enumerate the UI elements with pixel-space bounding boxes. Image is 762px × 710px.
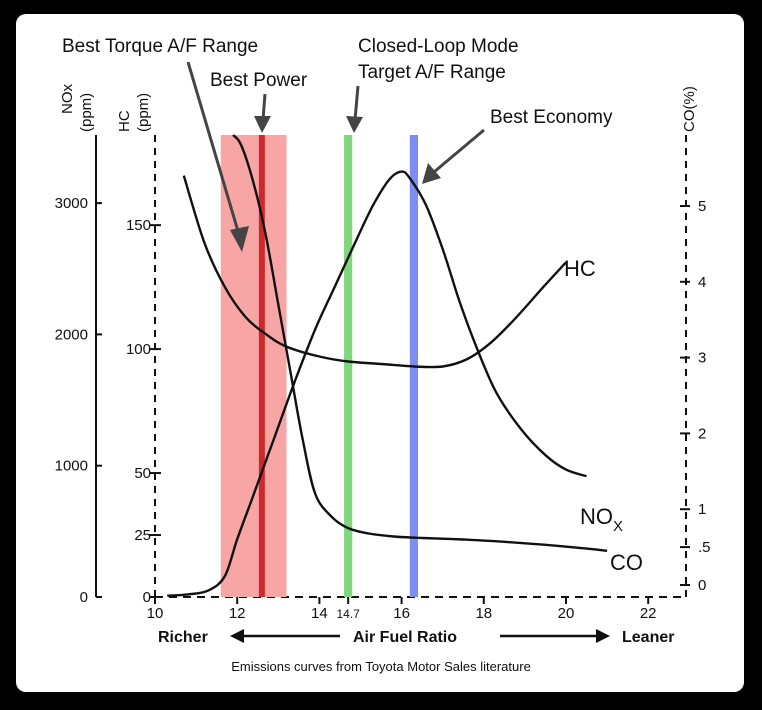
best-torque-arrow <box>186 61 242 239</box>
nox-tick-label: 1000 <box>55 458 88 475</box>
nox-axis-header-label: NOx <box>59 84 76 115</box>
curves-layer <box>167 134 608 597</box>
nox-curve-label-sub: X <box>613 518 623 535</box>
co-axis-header: CO(%) <box>681 86 698 132</box>
closed-loop-label-line2: Target A/F Range <box>358 62 506 83</box>
hc-axis-header: HC <box>116 110 133 132</box>
co-tick-label: 2 <box>698 425 706 442</box>
x-tick-label: 14 <box>311 605 328 622</box>
x-tick-label: 18 <box>475 605 492 622</box>
hc-tick-label: 0 <box>143 589 151 606</box>
nox-tick-label: 3000 <box>55 195 88 212</box>
hc-tick-label: 50 <box>134 465 151 482</box>
nox-axis-header: NOx <box>59 84 76 115</box>
co-curve-label: CO <box>610 550 643 575</box>
co-tick-label: 5 <box>698 198 706 215</box>
right-direction-arrow <box>500 629 610 643</box>
closed-loop-arrow <box>353 85 360 121</box>
nox-curve-label-main: NO <box>580 504 613 529</box>
co-tick-label: .5 <box>698 539 711 556</box>
chart-panel <box>16 14 744 692</box>
nox-tick-label: 0 <box>80 589 88 606</box>
right-arrow-head <box>596 629 610 643</box>
hc-curve-label: HC <box>564 256 596 281</box>
best-power-arrowhead <box>254 116 271 133</box>
nox-curve-label: NOX <box>580 504 623 535</box>
co-tick-label: 0 <box>698 577 706 594</box>
best-torque-label: Best Torque A/F Range <box>62 36 258 57</box>
co-curve <box>232 134 608 553</box>
closed-loop-label-line1: Closed-Loop Mode <box>358 36 519 57</box>
co-tick-label: 4 <box>698 274 706 291</box>
hc-tick-label: 150 <box>126 217 151 234</box>
x-tick-label: 20 <box>558 605 575 622</box>
nox-axis-unit: (ppm) <box>78 93 95 132</box>
richer-label: Richer <box>158 629 208 646</box>
best-economy-label: Best Economy <box>490 107 613 128</box>
best-power-line <box>258 135 265 597</box>
best-economy-arrowhead <box>422 163 441 184</box>
hc-tick-label: 100 <box>126 341 151 358</box>
hc-axis-unit: (ppm) <box>135 93 152 132</box>
co-tick-label: 1 <box>698 501 706 518</box>
x-axis-title: Air Fuel Ratio <box>353 629 457 646</box>
best-economy-arrow <box>433 128 485 174</box>
nox-curve <box>167 170 587 597</box>
x-tick-label: 14.7 <box>336 607 360 621</box>
best-power-label: Best Power <box>210 70 308 91</box>
x-tick-label: 10 <box>147 605 164 622</box>
closed-loop-band <box>344 135 353 597</box>
best-power-arrow <box>261 93 267 121</box>
hc-tick-label: 25 <box>134 527 151 544</box>
left-direction-arrow <box>230 629 340 643</box>
chart-caption: Emissions curves from Toyota Motor Sales… <box>231 659 531 674</box>
x-tick-label: 22 <box>640 605 657 622</box>
annotation-arrows <box>186 61 485 252</box>
closed-loop-arrowhead <box>346 116 363 133</box>
x-tick-label: 12 <box>229 605 246 622</box>
co-tick-label: 3 <box>698 350 706 367</box>
x-tick-label: 16 <box>393 605 410 622</box>
hc-curve <box>182 175 567 369</box>
nox-tick-label: 2000 <box>55 326 88 343</box>
bands-layer <box>220 135 419 597</box>
best-torque-arrowhead <box>230 226 249 252</box>
leaner-label: Leaner <box>622 629 674 646</box>
left-arrow-head <box>230 629 244 643</box>
